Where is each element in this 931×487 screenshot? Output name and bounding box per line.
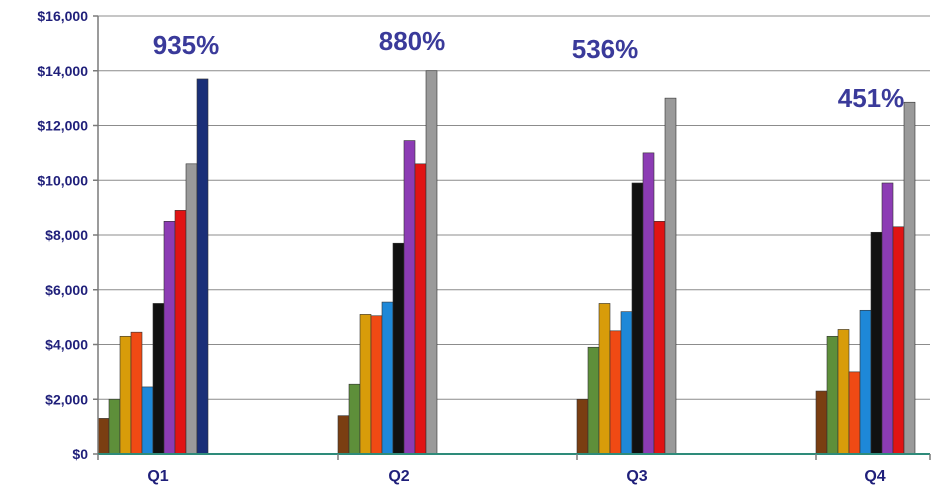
bar-q3-series-9 <box>664 97 677 455</box>
x-tick-label: Q2 <box>388 468 409 485</box>
bar-q1-series-10 <box>196 78 209 455</box>
y-tick-label: $16,000 <box>37 8 88 24</box>
bar-q3-series-6 <box>631 182 644 455</box>
y-tick-label: $2,000 <box>45 391 88 407</box>
bar-q1-series-5 <box>141 386 154 455</box>
x-tick-label: Q3 <box>626 468 647 485</box>
bar-q2-series-6 <box>392 242 405 455</box>
bar-q2-series-7 <box>403 140 416 455</box>
percent-annotation: 880% <box>379 26 446 56</box>
bar-q1-series-2 <box>108 398 121 455</box>
bar-q1-series-9 <box>185 163 198 455</box>
bar-q3-series-3 <box>598 303 611 455</box>
percent-annotation: 536% <box>572 34 639 64</box>
bar-q1-series-3 <box>119 335 132 455</box>
bar-q1-series-8 <box>174 210 187 455</box>
bar-q2-series-2 <box>348 383 361 455</box>
bar-q2-series-9 <box>425 70 438 455</box>
y-tick-label: $12,000 <box>37 118 88 134</box>
bar-q4-series-8 <box>892 226 905 455</box>
bar-q2-series-4 <box>370 315 383 455</box>
y-tick-label: $4,000 <box>45 337 88 353</box>
bar-q3-series-8 <box>653 221 666 455</box>
bar-q4-series-4 <box>848 371 861 455</box>
bar-q2-series-5 <box>381 301 394 455</box>
bar-q4-series-6 <box>870 231 883 455</box>
bar-q4-series-2 <box>826 335 839 455</box>
bar-q2-series-3 <box>359 314 372 455</box>
bar-q4-series-3 <box>837 329 850 455</box>
bar-q1-series-7 <box>163 221 176 455</box>
percent-annotation: 935% <box>153 30 220 60</box>
y-tick-label: $6,000 <box>45 282 88 298</box>
bar-q3-series-1 <box>576 398 589 455</box>
bar-q2-series-8 <box>414 163 427 455</box>
x-tick-label: Q1 <box>147 468 168 485</box>
bar-q1-series-6 <box>152 303 165 455</box>
bar-q4-series-7 <box>881 182 894 455</box>
bar-q3-series-7 <box>642 152 655 455</box>
axes <box>93 15 931 460</box>
y-tick-label: $0 <box>72 446 88 462</box>
grid <box>98 15 930 400</box>
x-tick-label: Q4 <box>864 468 885 485</box>
bar-q1-series-1 <box>97 418 110 455</box>
bar-q4-series-5 <box>859 309 872 455</box>
bar-q4-series-1 <box>815 390 828 455</box>
bar-q3-series-4 <box>609 330 622 455</box>
bars <box>97 70 916 455</box>
labels: $0 $2,000 $4,000 $6,000 $8,000 $10,000 $12,000… <box>37 8 904 485</box>
y-tick-label: $14,000 <box>37 63 88 79</box>
percent-annotation: 451% <box>838 83 905 113</box>
bar-q1-series-4 <box>130 331 143 455</box>
y-tick-label: $8,000 <box>45 227 88 243</box>
bar-q3-series-2 <box>587 346 600 455</box>
bar-q3-series-5 <box>620 311 633 455</box>
bar-q2-series-1 <box>337 415 350 455</box>
bar-q4-series-9 <box>903 101 916 455</box>
y-tick-label: $10,000 <box>37 172 88 188</box>
